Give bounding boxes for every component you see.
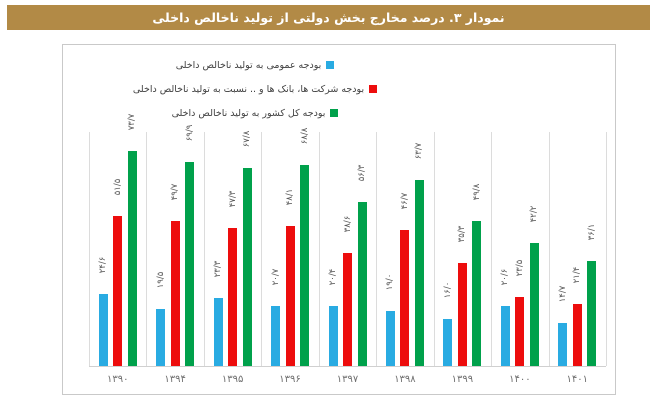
- bar-value-label: ۳۸/۶: [342, 215, 353, 233]
- bar-series0-1397: [328, 306, 338, 366]
- bar-value-label: ۱۹/۵: [155, 271, 166, 289]
- bar-series2-1397: [357, 202, 367, 366]
- bar-value-label: ۳۶/۱: [586, 223, 597, 241]
- bar-series2-1401: [587, 261, 597, 366]
- bar-value-label: ۲۳/۳: [213, 260, 224, 278]
- legend-item-general-budget: بودجه عمومی به تولید ناخالص داخلی: [0, 53, 531, 77]
- bar-series1-1401: [572, 304, 582, 366]
- bar-series2-1399: [472, 221, 482, 366]
- bar-value-label: ۷۳/۷: [127, 113, 138, 131]
- bar-series1-1398: [400, 230, 410, 366]
- bar-value-label: ۴۶/۷: [399, 192, 410, 210]
- chart-panel: بودجه عمومی به تولید ناخالص داخلی بودجه …: [62, 44, 616, 395]
- x-axis-category-label: ۱۳۹۶: [279, 374, 301, 385]
- bar-value-label: ۲۳/۵: [514, 259, 525, 277]
- x-axis-category-label: ۱۳۹۵: [221, 374, 244, 385]
- bar-series2-1398: [414, 180, 424, 366]
- x-axis-category-label: ۱۴۰۱: [566, 374, 588, 385]
- bar-value-label: ۴۸/۱: [285, 188, 296, 206]
- bar-series0-1390: [98, 294, 108, 366]
- bar-value-label: ۵۶/۳: [357, 164, 367, 182]
- bar-value-label: ۴۷/۳: [227, 190, 238, 208]
- bar-series1-1399: [457, 263, 467, 366]
- bar-value-label: ۴۹/۷: [170, 183, 181, 201]
- bar-value-label: ۱۹/۰: [385, 273, 396, 291]
- x-axis-category-label: ۱۴۰۰: [509, 374, 531, 385]
- bar-series1-1390: [113, 216, 123, 366]
- bar-value-label: ۲۰/۶: [500, 268, 511, 286]
- chart-legend: بودجه عمومی به تولید ناخالص داخلی بودجه …: [0, 53, 531, 125]
- bar-series2-1395: [242, 168, 252, 366]
- category-separator-line: [89, 132, 90, 366]
- category-separator-line: [146, 132, 148, 366]
- category-separator-line: [261, 132, 263, 366]
- bar-series0-1400: [500, 306, 510, 366]
- legend-item-companies-banks-budget: بودجه شرکت ها، بانک ها و .. نسبت به تولی…: [0, 77, 531, 101]
- bar-series2-1396: [300, 165, 310, 366]
- bar-series0-1396: [271, 306, 281, 366]
- bar-value-label: ۶۹/۹: [184, 124, 195, 142]
- legend-swatch-blue: [326, 61, 335, 69]
- legend-swatch-green: [330, 109, 339, 117]
- legend-label: بودجه کل کشور به تولید ناخالص داخلی: [171, 107, 326, 119]
- bar-value-label: ۳۵/۳: [457, 225, 468, 243]
- bar-value-label: ۶۸/۸: [299, 127, 310, 145]
- bar-value-label: ۱۶/۰: [442, 281, 453, 299]
- x-axis-category-label: ۱۳۹۸: [394, 374, 416, 385]
- bar-value-label: ۵۱/۵: [112, 178, 123, 196]
- bar-series1-1395: [228, 228, 238, 366]
- category-separator-line: [491, 132, 493, 366]
- legend-item-total-budget: بودجه کل کشور به تولید ناخالص داخلی: [0, 101, 531, 125]
- category-separator-line: [203, 132, 205, 366]
- category-separator-line: [548, 132, 550, 366]
- legend-label: بودجه عمومی به تولید ناخالص داخلی: [175, 59, 322, 71]
- bar-series1-1396: [285, 226, 295, 366]
- category-separator-line: [606, 132, 607, 366]
- bar-value-label: ۶۳/۷: [414, 142, 425, 160]
- bar-value-label: ۲۱/۴: [572, 266, 583, 284]
- bar-value-label: ۲۰/۷: [270, 268, 281, 286]
- bar-value-label: ۶۷/۸: [242, 130, 253, 148]
- chart-title-bar: نمودار ۳. درصد مخارج بخش دولتی از تولید …: [7, 5, 650, 30]
- x-axis-category-label: ۱۳۹۷: [336, 374, 359, 385]
- category-separator-line: [376, 132, 378, 366]
- bar-series0-1395: [213, 298, 223, 366]
- category-separator-line: [318, 132, 320, 366]
- x-axis-category-label: ۱۳۹۴: [164, 374, 186, 385]
- bar-series1-1400: [515, 297, 525, 366]
- bar-series2-1390: [127, 151, 137, 366]
- bar-series0-1401: [558, 323, 568, 366]
- bar-series0-1399: [443, 319, 453, 366]
- bar-series0-1398: [385, 311, 395, 366]
- bar-series2-1394: [185, 162, 195, 366]
- x-axis-category-label: ۱۳۹۹: [451, 374, 474, 385]
- bar-chart-plot: ۲۴/۶ ۵۱/۵ ۷۳/۷ ۱۳۹۰ ۱۹/۵ ۴۹/۷ ۶۹/۹ ۱۳۹۴ ۲۳/۳ ۴۷/۳…: [63, 45, 615, 394]
- bar-series0-1394: [156, 309, 166, 366]
- x-axis-line: [89, 366, 606, 367]
- bar-value-label: ۴۲/۲: [529, 205, 540, 223]
- legend-swatch-red: [369, 85, 378, 93]
- bar-value-label: ۴۹/۸: [471, 183, 482, 201]
- category-separator-line: [433, 132, 435, 366]
- bar-value-label: ۲۰/۴: [328, 268, 338, 286]
- bar-value-label: ۲۴/۶: [98, 256, 109, 274]
- legend-label: بودجه شرکت ها، بانک ها و .. نسبت به تولی…: [132, 83, 365, 95]
- bar-series2-1400: [529, 243, 539, 366]
- bar-value-label: ۱۴/۷: [557, 285, 568, 303]
- bar-series1-1394: [170, 221, 180, 366]
- x-axis-category-label: ۱۳۹۰: [106, 374, 129, 385]
- bar-series1-1397: [343, 253, 352, 366]
